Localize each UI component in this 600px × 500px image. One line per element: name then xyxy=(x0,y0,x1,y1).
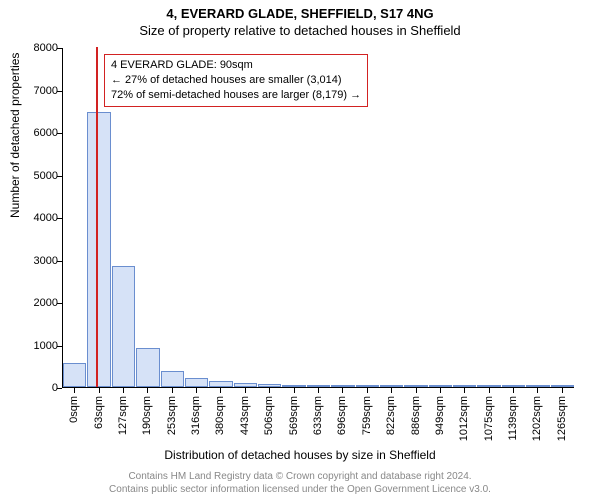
histogram-bar xyxy=(87,112,110,387)
histogram-bar xyxy=(307,385,330,387)
property-marker-line xyxy=(96,47,98,387)
x-tick-label: 190sqm xyxy=(141,396,153,435)
x-tick-label: 569sqm xyxy=(288,396,300,435)
histogram-bar xyxy=(331,385,354,387)
x-tick-mark xyxy=(147,388,148,393)
histogram-bar xyxy=(161,371,184,387)
x-tick-mark xyxy=(537,388,538,393)
page-title: 4, EVERARD GLADE, SHEFFIELD, S17 4NG xyxy=(0,0,600,21)
y-tick-label: 6000 xyxy=(18,127,58,139)
histogram-bar xyxy=(551,385,574,387)
y-tick-label: 7000 xyxy=(18,85,58,97)
histogram-bar xyxy=(282,385,305,387)
y-tick-label: 5000 xyxy=(18,170,58,182)
histogram-bar xyxy=(234,383,257,387)
page-subtitle: Size of property relative to detached ho… xyxy=(0,21,600,38)
y-tick-mark xyxy=(57,388,62,389)
x-tick-label: 1075sqm xyxy=(483,396,495,441)
y-tick-label: 1000 xyxy=(18,340,58,352)
x-tick-label: 886sqm xyxy=(410,396,422,435)
x-tick-label: 1139sqm xyxy=(507,396,519,440)
histogram-bar xyxy=(502,385,525,387)
annotation-line-2: ← 27% of detached houses are smaller (3,… xyxy=(111,73,361,88)
annotation-line-1: 4 EVERARD GLADE: 90sqm xyxy=(111,58,361,73)
footer-line-1: Contains HM Land Registry data © Crown c… xyxy=(0,471,600,484)
annotation-box: 4 EVERARD GLADE: 90sqm ← 27% of detached… xyxy=(104,54,368,107)
x-tick-label: 380sqm xyxy=(214,396,226,435)
x-tick-mark xyxy=(220,388,221,393)
x-tick-mark xyxy=(391,388,392,393)
histogram-bar xyxy=(63,363,86,387)
histogram-bar xyxy=(209,381,232,387)
y-tick-label: 3000 xyxy=(18,255,58,267)
histogram-bar xyxy=(258,384,281,387)
y-tick-mark xyxy=(57,303,62,304)
x-tick-label: 822sqm xyxy=(385,396,397,435)
x-tick-mark xyxy=(172,388,173,393)
y-tick-label: 0 xyxy=(18,382,58,394)
x-tick-mark xyxy=(196,388,197,393)
y-tick-mark xyxy=(57,346,62,347)
x-tick-mark xyxy=(294,388,295,393)
histogram-bar xyxy=(429,385,452,387)
footer: Contains HM Land Registry data © Crown c… xyxy=(0,471,600,496)
x-tick-mark xyxy=(464,388,465,393)
x-tick-mark xyxy=(269,388,270,393)
x-tick-label: 759sqm xyxy=(361,396,373,435)
histogram-bar xyxy=(185,378,208,387)
histogram-bar xyxy=(404,385,427,387)
x-tick-label: 443sqm xyxy=(239,396,251,435)
y-tick-label: 4000 xyxy=(18,212,58,224)
x-tick-label: 1202sqm xyxy=(531,396,543,441)
x-tick-label: 127sqm xyxy=(117,396,129,435)
annotation-line-3: 72% of semi-detached houses are larger (… xyxy=(111,88,361,103)
x-tick-label: 316sqm xyxy=(190,396,202,435)
y-tick-mark xyxy=(57,48,62,49)
x-tick-label: 633sqm xyxy=(312,396,324,435)
y-tick-mark xyxy=(57,91,62,92)
x-tick-mark xyxy=(123,388,124,393)
histogram-bar xyxy=(112,266,135,387)
x-tick-mark xyxy=(318,388,319,393)
y-tick-label: 8000 xyxy=(18,42,58,54)
y-tick-mark xyxy=(57,176,62,177)
x-tick-label: 949sqm xyxy=(434,396,446,435)
x-tick-mark xyxy=(440,388,441,393)
x-tick-label: 1012sqm xyxy=(458,396,470,441)
y-tick-mark xyxy=(57,261,62,262)
x-tick-mark xyxy=(342,388,343,393)
x-tick-label: 63sqm xyxy=(93,396,105,429)
histogram-bar xyxy=(477,385,500,387)
y-tick-mark xyxy=(57,133,62,134)
x-tick-mark xyxy=(416,388,417,393)
histogram-bar xyxy=(453,385,476,387)
histogram-bar xyxy=(356,385,379,387)
x-tick-label: 253sqm xyxy=(166,396,178,435)
x-tick-mark xyxy=(74,388,75,393)
footer-line-2: Contains public sector information licen… xyxy=(0,484,600,497)
chart-area: 010002000300040005000600070008000 0sqm63… xyxy=(62,48,574,388)
x-tick-mark xyxy=(513,388,514,393)
x-tick-mark xyxy=(367,388,368,393)
x-tick-mark xyxy=(562,388,563,393)
y-tick-label: 2000 xyxy=(18,297,58,309)
histogram-bar xyxy=(380,385,403,387)
x-tick-label: 1265sqm xyxy=(556,396,568,441)
x-tick-label: 0sqm xyxy=(68,396,80,423)
x-tick-mark xyxy=(489,388,490,393)
x-axis-label: Distribution of detached houses by size … xyxy=(0,448,600,462)
x-tick-label: 506sqm xyxy=(263,396,275,435)
x-tick-mark xyxy=(245,388,246,393)
histogram-bar xyxy=(136,348,159,387)
x-tick-mark xyxy=(99,388,100,393)
y-tick-mark xyxy=(57,218,62,219)
histogram-bar xyxy=(526,385,549,387)
x-tick-label: 696sqm xyxy=(336,396,348,435)
